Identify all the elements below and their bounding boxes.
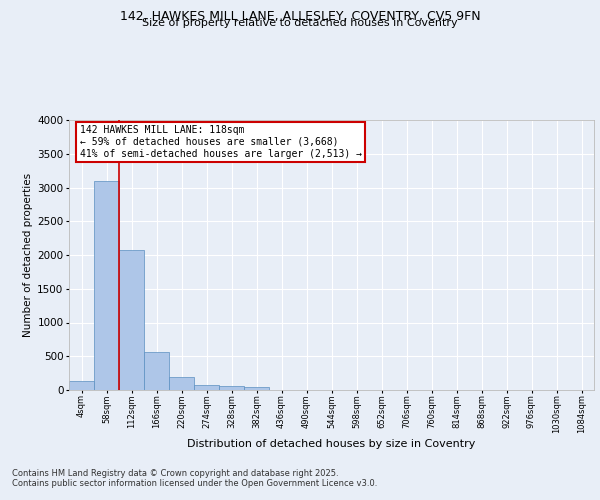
Bar bbox=[219, 386, 244, 390]
Bar bbox=[169, 376, 194, 390]
Text: 142 HAWKES MILL LANE: 118sqm
← 59% of detached houses are smaller (3,668)
41% of: 142 HAWKES MILL LANE: 118sqm ← 59% of de… bbox=[79, 126, 361, 158]
Bar bbox=[244, 387, 269, 390]
Bar bbox=[119, 250, 144, 390]
Text: 142, HAWKES MILL LANE, ALLESLEY, COVENTRY, CV5 9FN: 142, HAWKES MILL LANE, ALLESLEY, COVENTR… bbox=[119, 10, 481, 23]
Text: Contains public sector information licensed under the Open Government Licence v3: Contains public sector information licen… bbox=[12, 478, 377, 488]
Bar bbox=[94, 180, 119, 390]
Bar bbox=[69, 380, 94, 390]
Bar bbox=[194, 384, 219, 390]
Bar bbox=[144, 352, 169, 390]
Text: Size of property relative to detached houses in Coventry: Size of property relative to detached ho… bbox=[142, 18, 458, 28]
X-axis label: Distribution of detached houses by size in Coventry: Distribution of detached houses by size … bbox=[187, 438, 476, 448]
Text: Contains HM Land Registry data © Crown copyright and database right 2025.: Contains HM Land Registry data © Crown c… bbox=[12, 468, 338, 477]
Y-axis label: Number of detached properties: Number of detached properties bbox=[23, 173, 33, 337]
